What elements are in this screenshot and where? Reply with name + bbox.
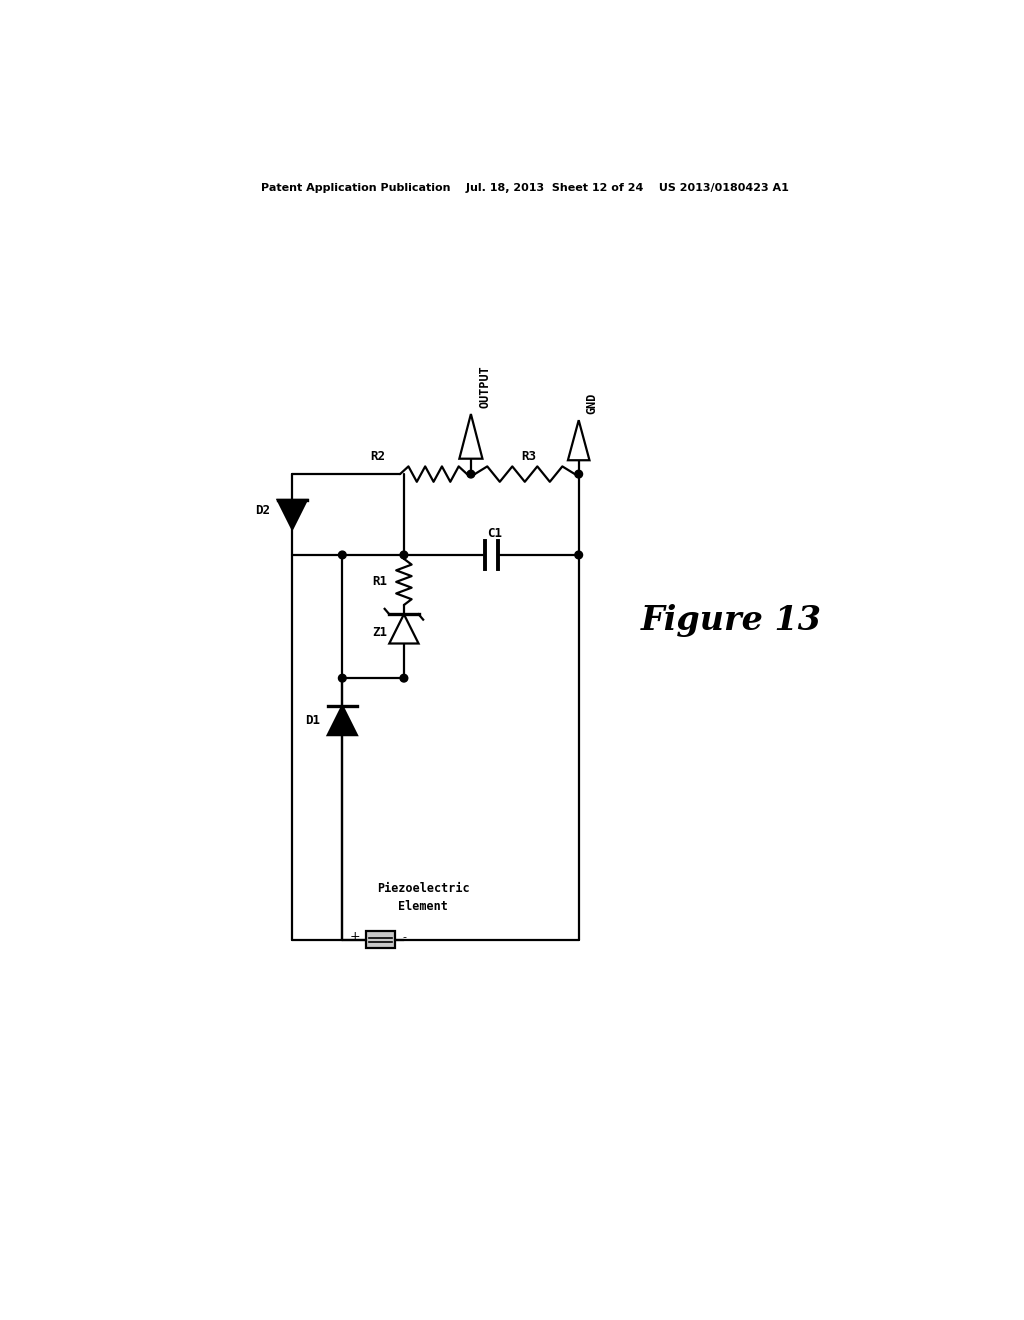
Bar xyxy=(367,932,395,949)
Polygon shape xyxy=(278,500,307,529)
Text: -: - xyxy=(402,932,407,942)
Text: +: + xyxy=(350,931,360,944)
Circle shape xyxy=(339,675,346,682)
Circle shape xyxy=(400,675,408,682)
Text: OUTPUT: OUTPUT xyxy=(478,366,492,408)
Text: D2: D2 xyxy=(256,504,270,517)
Circle shape xyxy=(574,552,583,558)
Text: GND: GND xyxy=(586,392,599,414)
Polygon shape xyxy=(568,420,590,461)
Circle shape xyxy=(400,552,408,558)
Text: C1: C1 xyxy=(486,527,502,540)
Text: Z1: Z1 xyxy=(372,626,387,639)
Polygon shape xyxy=(389,614,419,644)
Text: Figure 13: Figure 13 xyxy=(641,605,821,638)
Text: Patent Application Publication    Jul. 18, 2013  Sheet 12 of 24    US 2013/01804: Patent Application Publication Jul. 18, … xyxy=(261,182,788,193)
Text: R3: R3 xyxy=(521,450,537,463)
Polygon shape xyxy=(460,414,482,459)
Text: D1: D1 xyxy=(305,714,321,727)
Circle shape xyxy=(574,470,583,478)
Text: R1: R1 xyxy=(372,576,387,589)
Polygon shape xyxy=(328,706,357,735)
Circle shape xyxy=(339,552,346,558)
Circle shape xyxy=(467,470,475,478)
Text: Piezoelectric
Element: Piezoelectric Element xyxy=(377,882,469,913)
Text: R2: R2 xyxy=(371,450,385,463)
